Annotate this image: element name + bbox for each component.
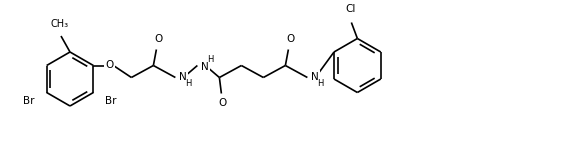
Text: CH₃: CH₃ [51, 19, 69, 29]
Text: H: H [207, 55, 214, 64]
Text: H: H [317, 79, 324, 88]
Text: O: O [286, 35, 295, 44]
Text: H: H [186, 79, 192, 88]
Text: O: O [154, 35, 163, 44]
Text: Br: Br [23, 95, 34, 106]
Text: Br: Br [105, 95, 117, 106]
Text: O: O [218, 98, 226, 108]
Text: O: O [105, 60, 113, 70]
Text: N: N [311, 71, 319, 81]
Text: Cl: Cl [345, 5, 356, 14]
Text: N: N [201, 62, 209, 71]
Text: N: N [179, 71, 187, 81]
